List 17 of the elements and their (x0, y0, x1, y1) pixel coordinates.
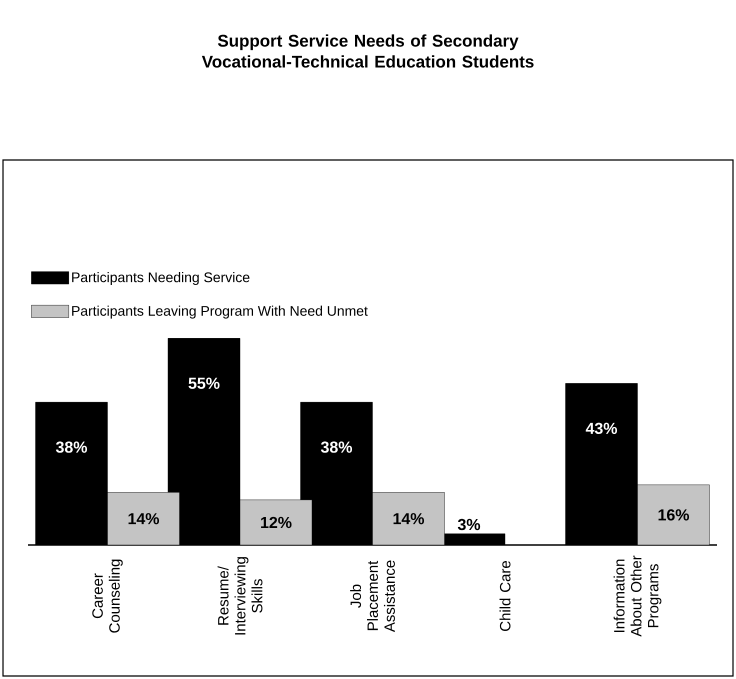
x-tick-label: Job Placement Assistance (350, 560, 395, 632)
data-label: 55% (188, 378, 220, 389)
legend-label: Participants Leaving Program With Need Unmet (72, 306, 368, 319)
x-tick-label: Information About Other Programs (614, 556, 662, 637)
data-label: 14% (128, 513, 160, 524)
data-label: 38% (320, 442, 352, 453)
data-label: 14% (394, 513, 424, 524)
data-label: 12% (261, 516, 292, 528)
x-tick-label: Career Counseling (92, 560, 123, 633)
data-label: 16% (658, 509, 690, 521)
data-label: 43% (586, 422, 618, 434)
x-tick-label: Child Care (500, 560, 510, 631)
data-label: 38% (56, 442, 88, 453)
x-tick-label: Resume/ Interviewing Skills (218, 557, 262, 635)
chart-title: Support Service Needs of Secondary Vocational-Technical Education Students (202, 34, 534, 68)
legend-label: Participants Needing Service (72, 272, 250, 286)
data-label: 3% (458, 518, 480, 530)
